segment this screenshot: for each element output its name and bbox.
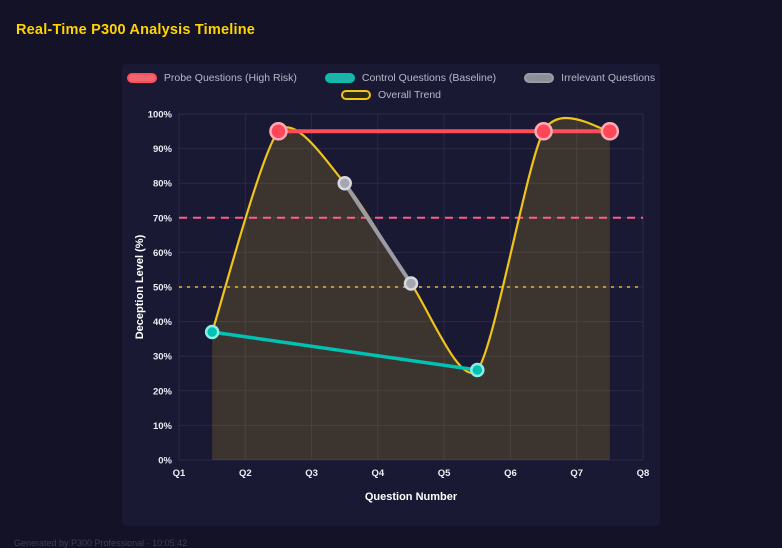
legend-label: Probe Questions (High Risk) bbox=[163, 72, 297, 84]
y-axis-title: Deception Level (%) bbox=[134, 234, 146, 339]
y-tick-label: 20% bbox=[153, 386, 173, 397]
y-tick-label: 50% bbox=[153, 283, 173, 294]
legend-label: Irrelevant Questions bbox=[561, 72, 656, 84]
legend-item-irrelevant-questions[interactable]: Irrelevant Questions bbox=[524, 72, 655, 84]
x-tick-label: Q4 bbox=[372, 468, 385, 479]
legend-label: Overall Trend bbox=[377, 89, 441, 101]
page-title: Real-Time P300 Analysis Timeline bbox=[16, 22, 256, 38]
legend-swatch-control-questions-baseline bbox=[324, 73, 355, 83]
x-tick-label: Q3 bbox=[305, 468, 318, 479]
footer-note: Generated by P300 Professional · 10:05:4… bbox=[14, 538, 188, 548]
point-irrelevant-questions[interactable] bbox=[403, 276, 419, 291]
x-tick-label: Q6 bbox=[504, 468, 517, 479]
x-tick-label: Q2 bbox=[239, 468, 252, 479]
x-axis-title: Question Number bbox=[365, 491, 458, 503]
y-tick-label: 40% bbox=[153, 317, 173, 328]
y-tick-label: 90% bbox=[153, 144, 173, 155]
chart-legend: Probe Questions (High Risk) Control Quest… bbox=[126, 72, 655, 101]
x-tick-label: Q5 bbox=[438, 468, 451, 479]
series-line-irrelevant-questions bbox=[342, 181, 413, 286]
y-tick-label: 60% bbox=[153, 248, 173, 259]
legend-label: Control Questions (Baseline) bbox=[361, 72, 497, 84]
point-probe-questions-high-risk[interactable] bbox=[600, 122, 620, 141]
legend-row-2: Overall Trend bbox=[340, 89, 441, 101]
y-tick-label: 80% bbox=[153, 179, 173, 190]
legend-row-1: Probe Questions (High Risk) Control Quest… bbox=[126, 72, 655, 84]
x-tick-label: Q8 bbox=[637, 468, 650, 479]
point-irrelevant-questions[interactable] bbox=[337, 175, 352, 191]
y-tick-label: 0% bbox=[158, 456, 172, 467]
legend-swatch-probe-questions-high-risk bbox=[126, 73, 157, 83]
chart-layers: Q1 Q2 Q3 Q4 Q5 Q6 Q7 Q8 0% 10% 20% 30% 40% 50% 60% 70% 8… bbox=[148, 110, 650, 480]
y-tick-label: 10% bbox=[153, 421, 173, 432]
point-probe-questions-high-risk[interactable] bbox=[534, 122, 553, 141]
y-tick-label: 30% bbox=[153, 352, 173, 363]
series-line-control-questions-baseline bbox=[210, 330, 480, 372]
legend-swatch-overall-trend bbox=[340, 90, 371, 100]
legend-item-control-questions-baseline[interactable]: Control Questions (Baseline) bbox=[324, 72, 497, 84]
x-tick-label: Q1 bbox=[173, 468, 186, 479]
y-tick-label: 70% bbox=[153, 213, 173, 224]
point-control-questions-baseline[interactable] bbox=[470, 362, 485, 378]
legend-item-overall-trend[interactable]: Overall Trend bbox=[340, 89, 441, 101]
plot-svg: Q1 Q2 Q3 Q4 Q5 Q6 Q7 Q8 0% 10% 20% 30% 40% 50% 60% 70% 8… bbox=[134, 110, 650, 504]
point-probe-questions-high-risk[interactable] bbox=[269, 122, 288, 141]
chart-panel: Probe Questions (High Risk) Control Quest… bbox=[122, 64, 660, 526]
x-tick-label: Q7 bbox=[570, 468, 583, 479]
legend-swatch-irrelevant-questions bbox=[524, 73, 555, 83]
point-control-questions-baseline[interactable] bbox=[204, 324, 220, 340]
y-tick-label: 100% bbox=[148, 110, 173, 121]
legend-item-probe-questions-high-risk[interactable]: Probe Questions (High Risk) bbox=[126, 72, 297, 84]
